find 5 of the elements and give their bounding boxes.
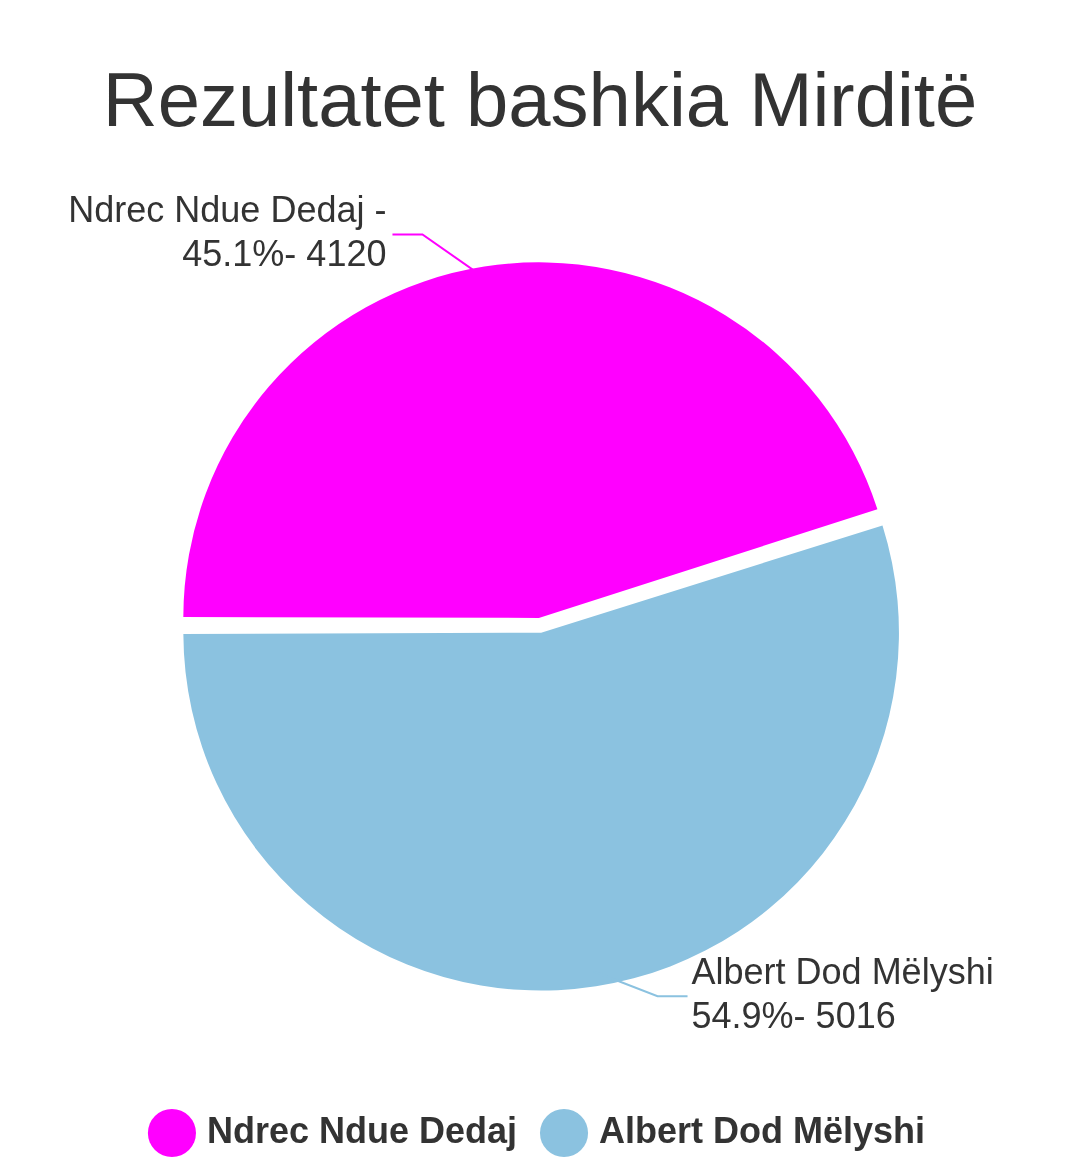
text: Albert Dod Mëlyshi 54.9%- 5016 xyxy=(691,951,994,1037)
legend-label: Albert Dod Mëlyshi xyxy=(599,1109,926,1151)
text: Ndrec Ndue Dedaj - 45.1%- 4120 xyxy=(68,189,387,275)
chart-title: Rezultatet bashkia Mirditë xyxy=(101,56,979,144)
legend-label: Ndrec Ndue Dedaj xyxy=(206,1109,518,1151)
